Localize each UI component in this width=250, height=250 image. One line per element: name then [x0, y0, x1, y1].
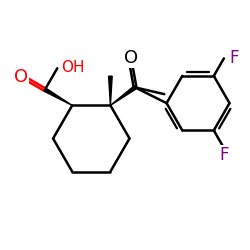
Text: O: O — [14, 68, 28, 86]
Text: O: O — [124, 49, 138, 67]
Text: F: F — [229, 50, 239, 68]
Polygon shape — [110, 86, 136, 106]
Polygon shape — [44, 88, 72, 106]
Text: F: F — [219, 146, 229, 164]
Text: OH: OH — [61, 60, 84, 75]
Polygon shape — [108, 76, 112, 106]
